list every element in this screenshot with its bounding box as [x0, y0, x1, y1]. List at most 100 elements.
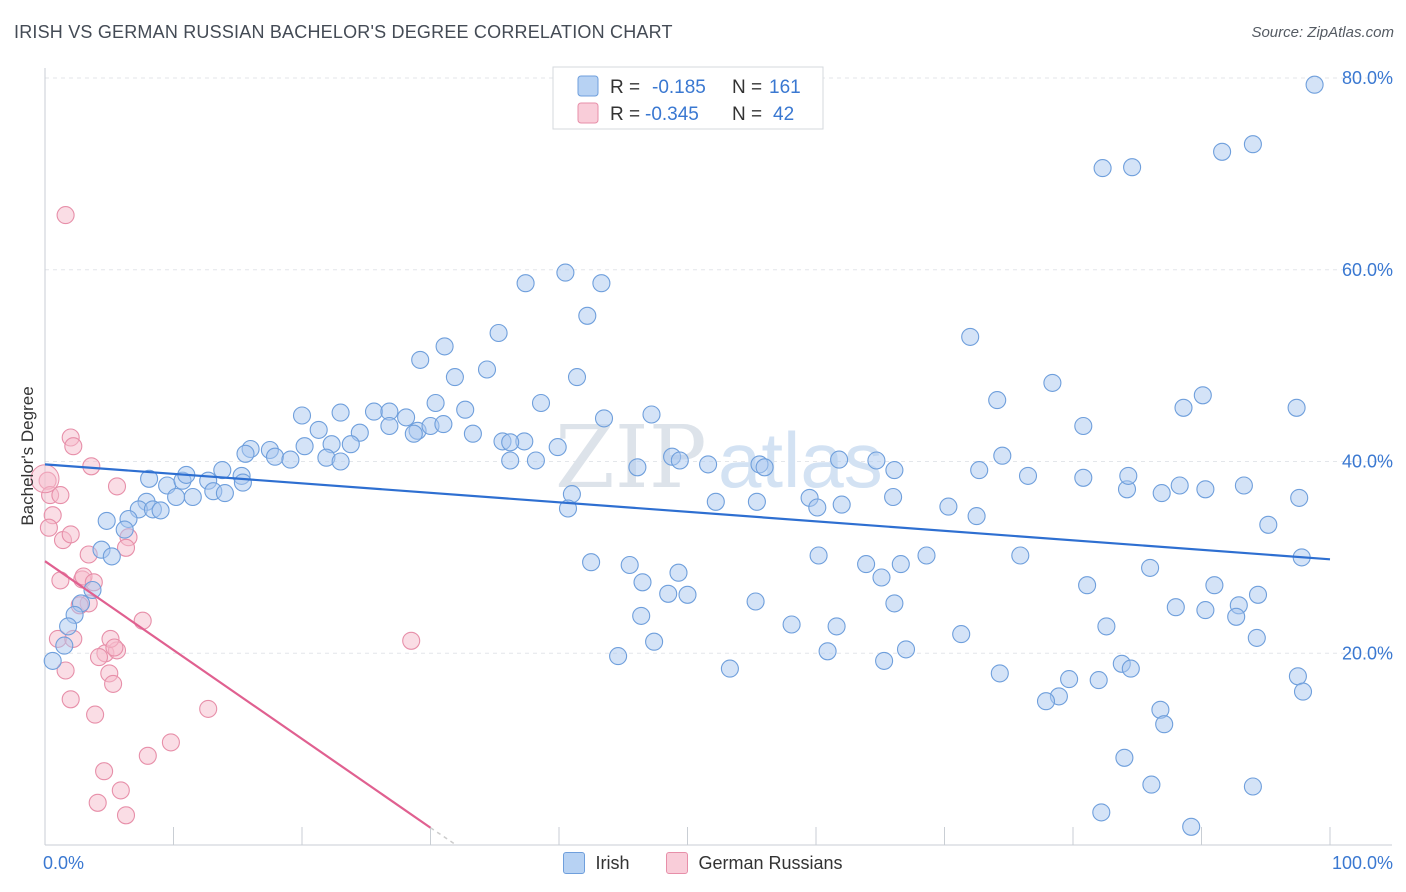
- irish-point: [1174, 398, 1193, 417]
- irish-point: [645, 632, 664, 651]
- irish-point: [1123, 158, 1142, 177]
- tick-labels: 20.0% 40.0% 60.0% 80.0% 0.0% 100.0%: [43, 68, 1393, 873]
- irish-point: [867, 451, 886, 470]
- irish-point: [1293, 682, 1313, 701]
- irish-point: [872, 568, 891, 587]
- irish-point: [426, 393, 445, 413]
- irish-point: [706, 492, 725, 511]
- irish-point: [659, 584, 678, 603]
- german-russians-point: [199, 699, 218, 718]
- irish-point: [885, 461, 904, 480]
- irish-point: [1259, 515, 1278, 534]
- german-russians-point: [116, 538, 136, 557]
- irish-point: [292, 406, 312, 425]
- irish-point: [295, 437, 314, 456]
- irish-point: [501, 451, 520, 470]
- irish-point: [397, 408, 416, 427]
- german-russians-point: [402, 631, 421, 650]
- irish-point: [1182, 817, 1201, 836]
- irish-point: [632, 606, 651, 625]
- irish-point: [857, 555, 876, 574]
- grid: [45, 77, 1392, 654]
- irish-point: [489, 323, 508, 343]
- legend-label-irish: Irish: [595, 852, 630, 873]
- irish-point: [967, 507, 986, 526]
- irish-point: [1243, 777, 1262, 796]
- irish-point: [961, 327, 980, 346]
- german-russians-point: [116, 806, 136, 825]
- irish-point: [331, 452, 350, 471]
- x-tick-label: 0.0%: [43, 853, 84, 873]
- irish-point: [55, 636, 74, 655]
- german-russians-point: [95, 762, 114, 781]
- irish-point: [1213, 142, 1232, 161]
- x-tick-label: 100.0%: [1332, 853, 1393, 873]
- irish-point: [1288, 667, 1307, 686]
- source-credit: Source: ZipAtlas.com: [1251, 24, 1394, 41]
- legend-n-label: N =: [732, 77, 762, 98]
- irish-point: [102, 547, 121, 566]
- irish-point: [642, 405, 661, 424]
- irish-point: [594, 409, 614, 428]
- irish-point: [755, 458, 774, 477]
- irish-point: [1287, 398, 1306, 417]
- legend-swatch-irish: [577, 75, 599, 97]
- legend-n-value: 42: [773, 104, 794, 125]
- irish-point: [1119, 466, 1138, 485]
- irish-point: [582, 553, 601, 572]
- irish-point: [331, 403, 350, 422]
- german-russians-points: [30, 206, 421, 825]
- german-russians-point: [88, 793, 107, 812]
- legend-swatch-german-russians: [666, 852, 689, 874]
- german-russians-point: [56, 661, 75, 680]
- irish-point: [1121, 659, 1140, 678]
- irish-point: [380, 416, 399, 436]
- irish-point: [1089, 671, 1108, 690]
- irish-point: [43, 651, 62, 670]
- irish-point: [1060, 670, 1079, 689]
- german-russians-point: [111, 781, 130, 800]
- stats-legend: R = -0.185 N = 161 R = -0.345 N = 42: [552, 66, 824, 130]
- irish-point: [1152, 484, 1171, 503]
- irish-point: [1290, 488, 1309, 507]
- axes: [44, 68, 1392, 846]
- irish-point: [567, 368, 587, 387]
- irish-point: [917, 546, 936, 565]
- german-russians-point: [64, 437, 83, 456]
- irish-point: [463, 424, 482, 443]
- irish-point: [896, 640, 916, 659]
- irish-point: [215, 484, 234, 503]
- irish-point: [809, 546, 828, 565]
- irish-point: [720, 659, 739, 678]
- irish-point: [1155, 715, 1174, 734]
- irish-point: [885, 594, 904, 613]
- trend-lines: [44, 463, 1331, 846]
- irish-point: [1196, 601, 1215, 620]
- irish-point: [1305, 75, 1324, 94]
- irish-point: [435, 337, 454, 356]
- irish-point: [1170, 476, 1189, 495]
- irish-point: [1115, 748, 1134, 767]
- irish-point: [309, 420, 328, 439]
- irish-point: [669, 563, 688, 582]
- chart-title: IRISH VS GERMAN RUSSIAN BACHELOR'S DEGRE…: [14, 22, 673, 42]
- legend-item-german-russians[interactable]: German Russians: [666, 852, 843, 874]
- irish-point: [633, 573, 652, 592]
- irish-point: [236, 444, 255, 463]
- irish-point: [875, 651, 894, 670]
- irish-point: [265, 447, 285, 466]
- irish-point: [620, 555, 639, 575]
- german-russians-point: [51, 486, 70, 505]
- irish-point: [151, 501, 170, 520]
- watermark-atlas: atlas: [718, 416, 883, 504]
- german-russians-point: [61, 690, 80, 709]
- y-tick-label: 20.0%: [1342, 643, 1393, 663]
- irish-point: [699, 455, 718, 474]
- german-russians-point: [56, 206, 75, 225]
- irish-point: [891, 555, 910, 574]
- legend-item-irish[interactable]: Irish: [563, 852, 629, 874]
- irish-point: [233, 473, 252, 492]
- irish-point: [988, 391, 1007, 410]
- y-tick-label: 80.0%: [1342, 68, 1393, 88]
- irish-point: [808, 498, 827, 517]
